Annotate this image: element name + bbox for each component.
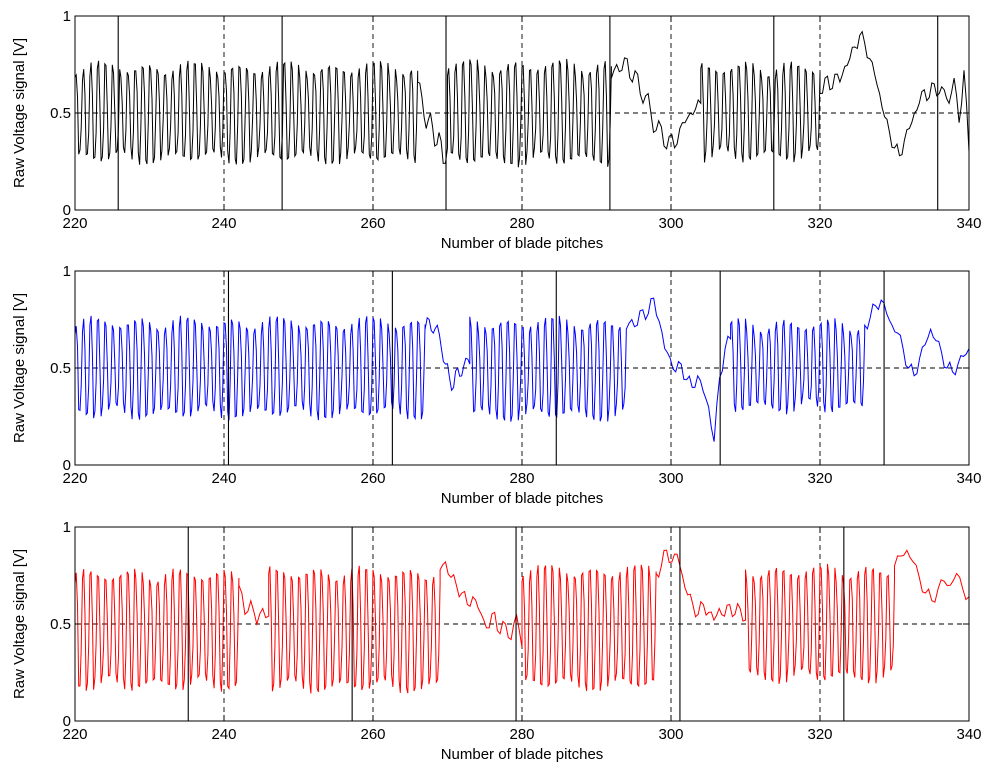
panels: 220 240 260 280 300 320 340 0 0.5 1 Number of blad… bbox=[11, 8, 982, 763]
y-tick-label: 0.5 bbox=[50, 616, 71, 633]
x-tick-label: 300 bbox=[658, 215, 683, 232]
x-tick-label: 340 bbox=[956, 470, 981, 487]
x-tick-label: 340 bbox=[956, 215, 981, 232]
x-tick-label: 240 bbox=[211, 726, 236, 743]
x-tick-label: 300 bbox=[658, 726, 683, 743]
x-tick-label: 300 bbox=[658, 470, 683, 487]
x-tick-label: 280 bbox=[509, 726, 534, 743]
x-axis-label: Number of blade pitches bbox=[441, 235, 604, 252]
signal-line-1 bbox=[74, 297, 970, 442]
y-tick-label: 0 bbox=[63, 457, 71, 474]
y-tick-label: 0 bbox=[63, 202, 71, 219]
x-tick-label: 240 bbox=[211, 470, 236, 487]
x-tick-label: 320 bbox=[807, 470, 832, 487]
x-tick-label: 260 bbox=[360, 470, 385, 487]
x-tick-label: 220 bbox=[62, 470, 87, 487]
x-tick-label: 320 bbox=[807, 215, 832, 232]
signal-line-1 bbox=[74, 549, 970, 694]
x-tick-label: 280 bbox=[509, 215, 534, 232]
y-tick-label: 1 bbox=[63, 263, 71, 280]
chart-panel-3: 220 240 260 280 300 320 340 0 0.5 1 Number of blad… bbox=[11, 519, 982, 763]
y-tick-label: 0.5 bbox=[50, 360, 71, 377]
x-tick-label: 280 bbox=[509, 470, 534, 487]
x-tick-label: 340 bbox=[956, 726, 981, 743]
y-axis-label: Raw Voltage signal [V] bbox=[11, 38, 28, 188]
x-axis-label: Number of blade pitches bbox=[441, 746, 604, 763]
y-tick-label: 1 bbox=[63, 519, 71, 536]
chart-panel-2: 220 240 260 280 300 320 340 0 0.5 1 Number of blad… bbox=[11, 263, 982, 507]
x-tick-label: 220 bbox=[62, 215, 87, 232]
chart-panel-1: 220 240 260 280 300 320 340 0 0.5 1 Number of blad… bbox=[11, 8, 982, 252]
x-tick-label: 220 bbox=[62, 726, 87, 743]
x-tick-label: 240 bbox=[211, 215, 236, 232]
y-tick-label: 0.5 bbox=[50, 105, 71, 122]
y-tick-label: 1 bbox=[63, 8, 71, 25]
x-tick-label: 260 bbox=[360, 215, 385, 232]
x-tick-label: 260 bbox=[360, 726, 385, 743]
y-axis-label: Raw Voltage signal [V] bbox=[11, 293, 28, 443]
x-axis-label: Number of blade pitches bbox=[441, 490, 604, 507]
x-tick-label: 320 bbox=[807, 726, 832, 743]
signal-line-1 bbox=[74, 30, 970, 168]
y-tick-label: 0 bbox=[63, 713, 71, 730]
y-axis-label: Raw Voltage signal [V] bbox=[11, 549, 28, 699]
